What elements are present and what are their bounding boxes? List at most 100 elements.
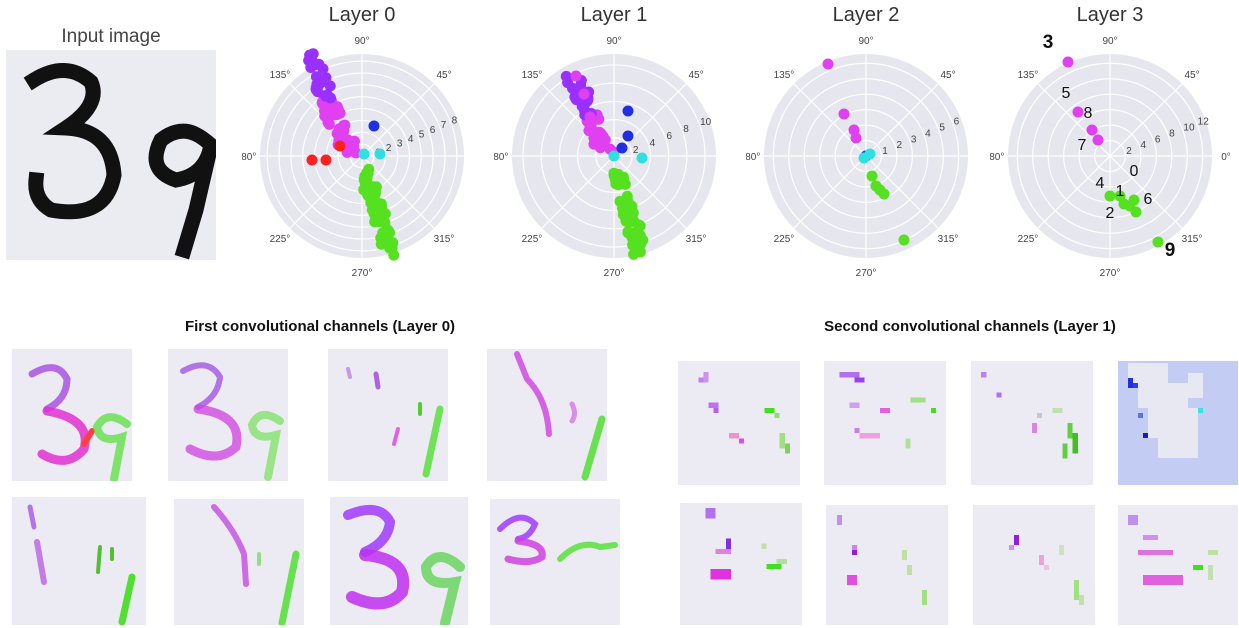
digit-label: 3 [1043, 32, 1054, 53]
channel-l1-2 [824, 361, 946, 485]
scatter-point [1072, 106, 1084, 118]
polar-spoke [1037, 155, 1111, 229]
scatter-point [562, 77, 574, 89]
polar-angle-label: 180° [746, 152, 760, 163]
channel-l0-4 [487, 349, 607, 481]
polar-spoke [541, 155, 615, 229]
polar-radial-tick: 4 [408, 134, 414, 145]
polar-angle-label: 0° [1221, 152, 1230, 163]
polar-radial-tick: 8 [683, 124, 689, 135]
input-image-title: Input image [61, 26, 161, 47]
scatter-point [608, 150, 620, 162]
polar-radial-tick: 6 [430, 125, 436, 136]
layer-title-2: Layer 2 [832, 4, 900, 26]
polar-radial-tick: 3 [911, 134, 917, 145]
channel-l1-6 [826, 505, 948, 625]
channel-l1-5 [680, 503, 802, 625]
polar-radial-tick: 6 [666, 131, 672, 142]
channel-l0-3 [328, 349, 448, 481]
polar-radial-tick: 5 [419, 129, 425, 140]
polar-radial-tick: 10 [1183, 122, 1195, 133]
polar-angle-label: 180° [494, 152, 508, 163]
polar-angle-label: 90° [858, 36, 873, 47]
scatter-point [612, 179, 624, 191]
polar-angle-label: 180° [990, 152, 1004, 163]
polar-radial-tick: 5 [939, 122, 945, 133]
scatter-point [1152, 236, 1164, 248]
scatter-point [578, 88, 590, 100]
polar-radial-tick: 10 [700, 117, 712, 128]
polar-radial-tick: 2 [897, 140, 903, 151]
section-title-first: First convolutional channels (Layer 0) [184, 318, 456, 335]
layer-title-1: Layer 1 [580, 4, 648, 26]
scatter-point [368, 120, 380, 132]
input-image [6, 50, 222, 260]
polar-radial-tick: 6 [1155, 134, 1161, 145]
scatter-point [622, 130, 634, 142]
polar-spoke [361, 83, 435, 157]
scatter-point [878, 188, 890, 200]
polar-angle-label: 90° [1102, 36, 1117, 47]
polar-spoke [793, 155, 867, 229]
scatter-point [838, 108, 850, 120]
polar-angle-label: 270° [604, 268, 625, 279]
polar-angle-label: 270° [352, 268, 373, 279]
scatter-point [333, 106, 345, 118]
layer-title-3: Layer 3 [1076, 4, 1144, 26]
polar-radial-tick: 6 [954, 117, 960, 128]
digit-label: 7 [1078, 137, 1087, 154]
polar-angle-label: 180° [242, 152, 256, 163]
scatter-point [628, 239, 640, 251]
polar-angle-label: 225° [1018, 234, 1039, 245]
channel-l1-1 [678, 361, 800, 485]
scatter-point [591, 133, 603, 145]
polar-plot-layer-3: 246810120°45°90°135°180°225°270°315°3587… [984, 26, 1231, 290]
polar-angle-label: 225° [774, 234, 795, 245]
scatter-point [1062, 56, 1074, 68]
polar-angle-label: 135° [774, 70, 795, 81]
polar-angle-label: 45° [436, 70, 451, 81]
scatter-point [320, 154, 332, 166]
scatter-point [374, 148, 386, 160]
polar-spoke [289, 155, 363, 229]
polar-angle-label: 315° [938, 234, 959, 245]
digit-label: 6 [1144, 191, 1153, 208]
polar-angle-label: 45° [1184, 70, 1199, 81]
polar-angle-label: 135° [1018, 70, 1039, 81]
polar-radial-tick: 4 [925, 128, 931, 139]
polar-radial-tick: 4 [1141, 140, 1147, 151]
polar-angle-label: 315° [686, 234, 707, 245]
polar-spoke [613, 155, 687, 229]
scatter-point [822, 58, 834, 70]
scatter-point [621, 190, 633, 202]
polar-radial-tick: 12 [1198, 117, 1210, 128]
channel-l1-4 [1118, 361, 1238, 485]
scatter-point [593, 113, 605, 125]
scatter-point [850, 132, 862, 144]
scatter-point [1086, 124, 1098, 136]
polar-spoke [865, 155, 939, 229]
channel-l0-8 [490, 499, 620, 625]
scatter-point [620, 215, 632, 227]
scatter-point [373, 214, 385, 226]
section-title-second: Second convolutional channels (Layer 1) [824, 318, 1116, 335]
scatter-point [622, 105, 634, 117]
polar-angle-label: 225° [522, 234, 543, 245]
scatter-point [636, 152, 648, 164]
polar-angle-label: 135° [522, 70, 543, 81]
polar-spoke [1109, 83, 1183, 157]
layer-title-0: Layer 0 [328, 4, 396, 26]
scatter-point [866, 170, 878, 182]
polar-radial-tick: 3 [397, 138, 403, 149]
polar-angle-label: 270° [856, 268, 877, 279]
scatter-point [366, 204, 378, 216]
scatter-point [320, 90, 332, 102]
polar-angle-label: 45° [688, 70, 703, 81]
scatter-point [1104, 190, 1116, 202]
scatter-point [323, 111, 335, 123]
channel-l0-1 [12, 349, 132, 481]
scatter-point [1092, 134, 1104, 146]
scatter-point [570, 70, 582, 82]
digit-label: 5 [1062, 85, 1071, 102]
